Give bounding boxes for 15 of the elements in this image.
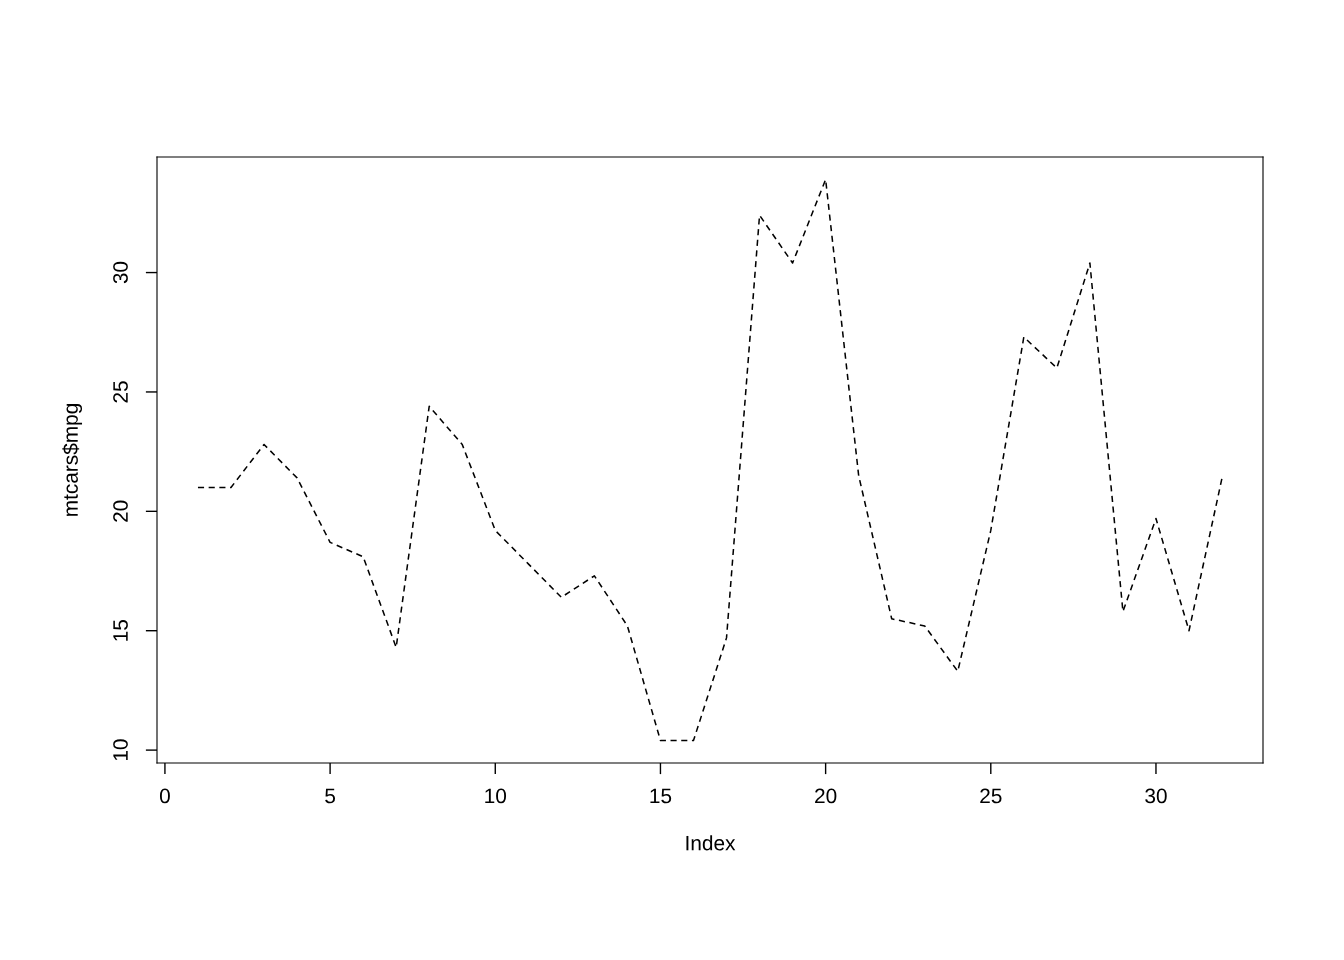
y-tick-label: 30 (113, 261, 128, 284)
y-axis-title: mtcars$mpg (62, 404, 83, 516)
x-tick-label: 25 (980, 788, 1002, 804)
x-tick-label: 10 (485, 788, 507, 804)
x-tick-label: 30 (1145, 788, 1167, 804)
x-tick-label: 5 (325, 788, 336, 804)
y-tick-label: 15 (113, 620, 128, 641)
x-axis-title: Index (686, 835, 736, 851)
y-tick-label: 25 (113, 381, 128, 403)
y-tick-label: 10 (113, 739, 128, 761)
x-tick-label: 15 (650, 788, 672, 804)
y-tick-label: 20 (113, 500, 128, 522)
x-tick-label: 20 (815, 788, 837, 804)
x-tick-label: 0 (159, 788, 170, 804)
line-series (197, 178, 1223, 742)
